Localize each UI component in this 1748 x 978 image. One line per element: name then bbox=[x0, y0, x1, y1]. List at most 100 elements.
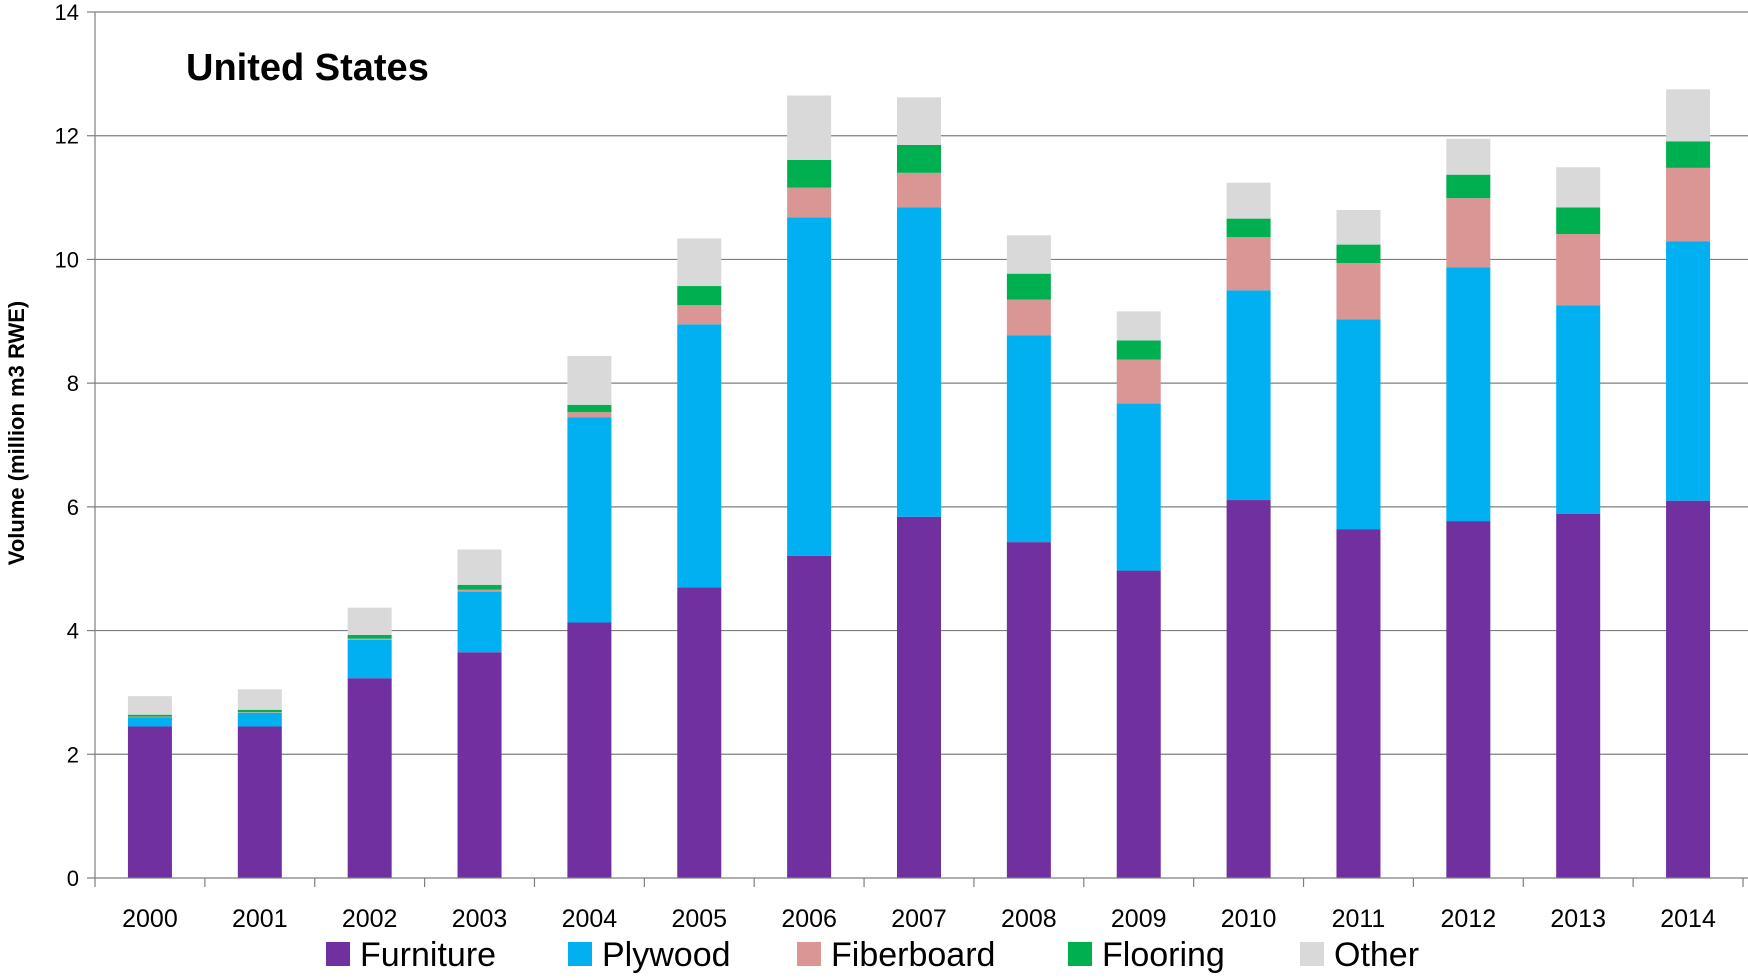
bar-segment-furniture bbox=[347, 678, 392, 878]
bar-segment-plywood bbox=[787, 217, 832, 556]
x-tick-label: 2002 bbox=[342, 905, 398, 933]
bar-segment-plywood bbox=[897, 207, 941, 517]
bar-segment-fiberboard bbox=[1666, 167, 1711, 242]
x-tick-label: 2009 bbox=[1111, 905, 1167, 933]
bar-segment-furniture bbox=[1336, 529, 1381, 878]
bar-segment-furniture bbox=[1006, 542, 1051, 878]
bar-segment-plywood bbox=[1556, 305, 1601, 514]
bar-segment-plywood bbox=[1226, 290, 1271, 501]
bar-segment-furniture bbox=[1446, 521, 1491, 878]
bar-segment-flooring bbox=[1336, 244, 1381, 264]
x-tick-label: 2005 bbox=[671, 905, 727, 933]
bar-segment-plywood bbox=[1666, 241, 1711, 501]
bar-segment-furniture bbox=[127, 726, 172, 878]
bar-segment-plywood bbox=[1336, 319, 1381, 530]
bar-segment-furniture bbox=[677, 587, 722, 878]
bar-segment-plywood bbox=[677, 324, 722, 588]
legend-label-flooring: Flooring bbox=[1102, 936, 1225, 974]
bar-segment-furniture bbox=[1116, 570, 1161, 878]
bar-segment-other bbox=[127, 696, 172, 715]
bar-segment-fiberboard bbox=[1446, 198, 1491, 268]
bar-segment-fiberboard bbox=[897, 172, 941, 208]
bar-segment-fiberboard bbox=[347, 638, 392, 640]
bar-segment-other bbox=[677, 238, 722, 287]
bar-segment-flooring bbox=[1226, 218, 1271, 238]
x-tick-label: 2000 bbox=[122, 905, 178, 933]
bar-segment-flooring bbox=[1666, 141, 1711, 168]
bar-segment-plywood bbox=[1116, 403, 1161, 571]
bar-segment-other bbox=[1226, 182, 1271, 219]
bar-segment-other bbox=[1666, 89, 1711, 142]
bar-segment-plywood bbox=[457, 591, 502, 653]
y-tick-label: 4 bbox=[67, 619, 79, 644]
y-tick-label: 8 bbox=[67, 371, 79, 396]
axes: 0 2 4 6 8 10 12 14 2000 2001 2002 2003 2004 2005 2006 2… bbox=[55, 0, 1748, 933]
legend: Furniture Plywood Fiberboard Flooring Other bbox=[326, 936, 1419, 974]
bar-segment-furniture bbox=[787, 555, 832, 878]
bar-segment-fiberboard bbox=[1006, 299, 1051, 336]
legend-swatch-plywood bbox=[568, 942, 592, 966]
bar-segment-plywood bbox=[347, 639, 392, 679]
bar-segment-plywood bbox=[567, 417, 612, 623]
bar-segment-flooring bbox=[1556, 207, 1601, 235]
bar-segment-plywood bbox=[237, 712, 282, 727]
bar-segment-flooring bbox=[897, 144, 941, 173]
legend-label-furniture: Furniture bbox=[360, 936, 496, 974]
x-tick-label: 2007 bbox=[891, 905, 947, 933]
bar-segment-furniture bbox=[897, 516, 941, 878]
chart-title: United States bbox=[186, 47, 429, 89]
bar-segment-other bbox=[787, 95, 832, 160]
bar-segment-flooring bbox=[457, 584, 502, 590]
x-tick-label: 2006 bbox=[781, 905, 837, 933]
bar-segment-plywood bbox=[127, 717, 172, 727]
bar-segment-other bbox=[1446, 138, 1491, 175]
legend-swatch-other bbox=[1300, 942, 1324, 966]
bar-segment-fiberboard bbox=[1556, 234, 1601, 306]
bar-segment-furniture bbox=[1666, 500, 1711, 878]
legend-label-plywood: Plywood bbox=[602, 936, 731, 974]
bar-segment-fiberboard bbox=[127, 716, 172, 718]
y-tick-label: 12 bbox=[55, 124, 79, 149]
bar-segment-flooring bbox=[237, 709, 282, 713]
bar-segment-other bbox=[1006, 235, 1051, 274]
bar-segment-fiberboard bbox=[1226, 237, 1271, 291]
bar-segment-other bbox=[1116, 311, 1161, 341]
bar-segment-flooring bbox=[1116, 340, 1161, 360]
bars bbox=[127, 89, 1711, 878]
x-tick-label: 2004 bbox=[562, 905, 618, 933]
bar-segment-other bbox=[457, 549, 502, 585]
bar-segment-flooring bbox=[677, 286, 722, 306]
bar-segment-plywood bbox=[1446, 267, 1491, 522]
bar-segment-furniture bbox=[237, 726, 282, 878]
x-tick-label: 2001 bbox=[232, 905, 288, 933]
legend-swatch-flooring bbox=[1068, 942, 1092, 966]
legend-swatch-furniture bbox=[326, 942, 350, 966]
x-tick-label: 2013 bbox=[1550, 905, 1606, 933]
bar-segment-other bbox=[1336, 209, 1381, 245]
bar-segment-flooring bbox=[1446, 174, 1491, 199]
y-tick-label: 0 bbox=[67, 866, 79, 891]
bar-segment-other bbox=[1556, 167, 1601, 208]
bar-segment-furniture bbox=[567, 622, 612, 878]
legend-swatch-fiberboard bbox=[797, 942, 821, 966]
y-axis-title: Volume (million m3 RWE) bbox=[4, 301, 29, 565]
bar-segment-flooring bbox=[567, 404, 612, 413]
x-tick-label: 2011 bbox=[1332, 905, 1386, 933]
y-tick-label: 2 bbox=[67, 742, 79, 767]
x-tick-label: 2010 bbox=[1221, 905, 1277, 933]
bar-segment-flooring bbox=[1006, 273, 1051, 300]
y-tick-label: 10 bbox=[55, 247, 79, 272]
bar-segment-other bbox=[237, 689, 282, 710]
bar-segment-flooring bbox=[127, 714, 172, 717]
bar-segment-flooring bbox=[347, 634, 392, 639]
bar-segment-fiberboard bbox=[1116, 359, 1161, 404]
x-tick-label: 2012 bbox=[1441, 905, 1497, 933]
bar-segment-flooring bbox=[787, 159, 832, 188]
bar-segment-furniture bbox=[1226, 500, 1271, 878]
y-tick-label: 6 bbox=[67, 495, 79, 520]
x-tick-label: 2003 bbox=[452, 905, 508, 933]
bar-segment-fiberboard bbox=[457, 589, 502, 592]
bar-segment-other bbox=[567, 355, 612, 405]
